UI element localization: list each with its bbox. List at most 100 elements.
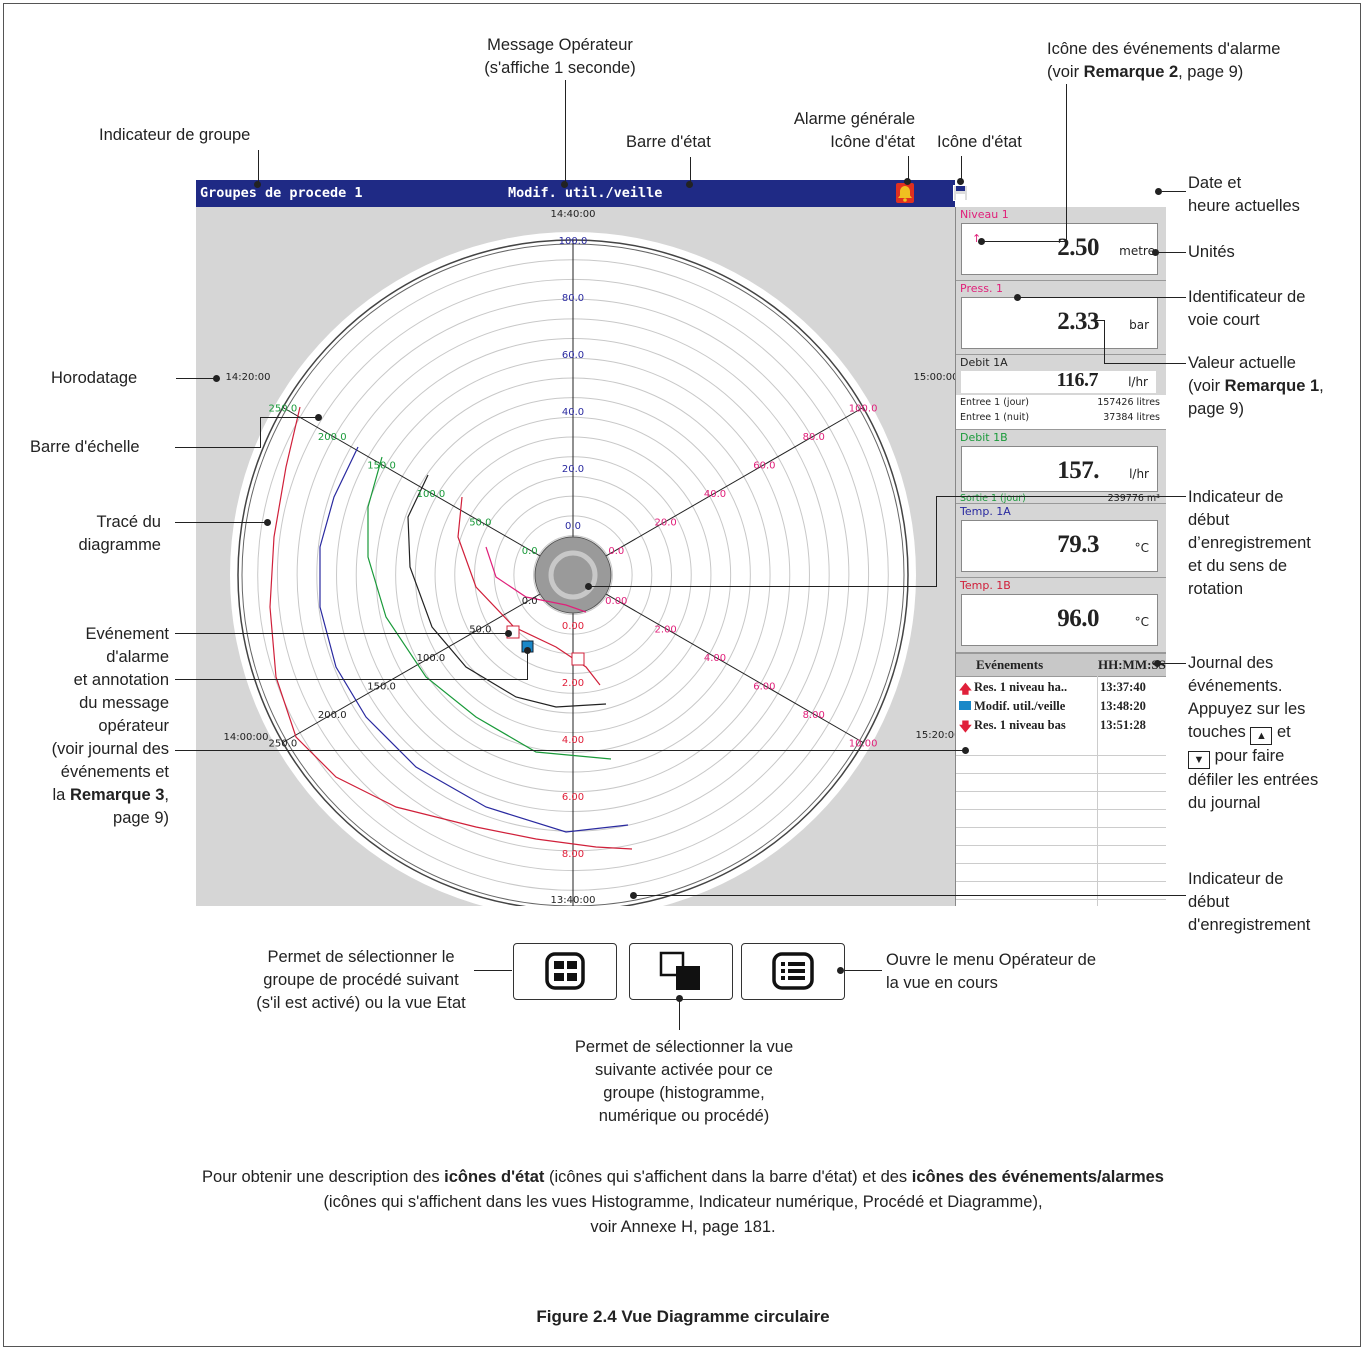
- floppy-disk-icon: [953, 185, 968, 205]
- value-unit: metre: [1119, 244, 1155, 258]
- annotation-start-rotation: Indicateur de début d’enregistrement et du …: [1188, 488, 1311, 598]
- next-group-button[interactable]: [513, 943, 617, 1000]
- event-log-title: Evénements: [976, 657, 1044, 672]
- scale-label: 4.00: [562, 735, 584, 746]
- up-arrow-key-icon: ▲: [1250, 727, 1273, 745]
- channel-temp-1a[interactable]: Temp. 1A 79.3 °C: [956, 504, 1166, 578]
- alarm-event-marker: [571, 652, 585, 666]
- leader-dot: [957, 178, 964, 185]
- message-envelope-icon: [959, 701, 971, 710]
- channel-niveau-1[interactable]: Niveau 1 ↑ 2.50 metre: [956, 207, 1166, 281]
- status-bar: Groupes de procede 1 Modif. util./veille…: [196, 180, 1150, 207]
- group-indicator[interactable]: Groupes de procede 1: [200, 185, 363, 201]
- trace-temp-1b: [269, 406, 633, 850]
- annotation-status-bar: Barre d'état: [626, 133, 711, 151]
- leader-dot: [978, 238, 985, 245]
- scale-label: 10.00: [849, 739, 878, 750]
- alarm-up-icon: ↑: [972, 232, 982, 245]
- event-log-gridline: [956, 809, 1166, 810]
- annotation-scale-bar: Barre d'échelle: [30, 438, 140, 456]
- annotation-short-id: Identificateur de voie court: [1188, 288, 1306, 329]
- annotation-group-indicator: Indicateur de groupe: [99, 126, 251, 144]
- current-value: 96.0: [1057, 605, 1099, 632]
- value-unit: bar: [1129, 318, 1149, 332]
- channel-short-id: Debit 1B: [960, 431, 1008, 444]
- value-box: 116.7 l/hr: [961, 369, 1156, 393]
- value-box: 2.33 bar: [961, 297, 1158, 349]
- event-log-gridline: [956, 881, 1166, 882]
- leader-dot: [264, 519, 271, 526]
- leader-dot: [1155, 188, 1162, 195]
- event-log-gridline: [956, 899, 1166, 900]
- leader-line: [175, 522, 267, 523]
- leader-dot: [962, 747, 969, 754]
- scale-label: 50.0: [469, 625, 491, 636]
- leader-line: [590, 586, 937, 587]
- leader-line: [175, 633, 508, 634]
- channel-press-1[interactable]: Press. 1 2.33 bar: [956, 281, 1166, 355]
- leader-line: [1162, 191, 1186, 192]
- scale-label: 0.0: [565, 521, 581, 532]
- trace-debit-1a: [407, 474, 607, 708]
- leader-line: [844, 970, 882, 971]
- event-log-gridline: [956, 791, 1166, 792]
- event-row[interactable]: 🡇 Res. 1 niveau bas 13:51:28: [956, 717, 1166, 736]
- event-row[interactable]: 🡅 Res. 1 niveau ha.. 13:37:40: [956, 679, 1166, 698]
- channel-panel: Niveau 1 ↑ 2.50 metre Press. 1 2.33 bar …: [955, 207, 1167, 906]
- leader-line: [1160, 663, 1186, 664]
- totalizer-value: 37384 litres: [1103, 412, 1160, 423]
- annotation-next-group: Permet de sélectionner le groupe de procé…: [256, 948, 466, 1012]
- annotation-operator-message: Message Opérateur (s'affiche 1 seconde): [484, 36, 636, 77]
- scale-label: 0.0: [608, 546, 624, 557]
- scale-label: 100.0: [417, 489, 446, 500]
- leader-dot: [1154, 660, 1161, 667]
- leader-line: [1104, 363, 1186, 364]
- scale-label: 8.00: [562, 849, 584, 860]
- scale-label: 60.0: [753, 461, 775, 472]
- totalizer-label: Entree 1 (jour): [960, 397, 1030, 408]
- scale-label: 50.0: [469, 518, 491, 529]
- leader-dot: [837, 967, 844, 974]
- event-log-time-header: HH:MM:SS: [1098, 657, 1166, 672]
- channel-temp-1b[interactable]: Temp. 1B 96.0 °C: [956, 578, 1166, 653]
- next-view-button[interactable]: [629, 943, 733, 1000]
- time-label: 13:40:00: [551, 895, 596, 906]
- value-unit: l/hr: [1129, 467, 1149, 481]
- value-unit: l/hr: [1128, 375, 1148, 389]
- value-unit: °C: [1134, 541, 1149, 555]
- current-time: 14:19:27: [1085, 185, 1151, 201]
- event-log-gridline: [956, 755, 1166, 756]
- leader-dot: [561, 181, 568, 188]
- value-box: 79.3 °C: [961, 520, 1158, 572]
- page-frame: [3, 3, 1361, 1347]
- operator-menu-button[interactable]: [741, 943, 845, 1000]
- channel-short-id: Press. 1: [960, 282, 1003, 295]
- scale-label: 0.00: [562, 621, 584, 632]
- annotation-status-icon: Icône d'état: [937, 133, 1022, 151]
- leader-line: [260, 417, 318, 418]
- alarm-down-icon: 🡇: [959, 720, 972, 734]
- event-log-gridline: [956, 845, 1166, 846]
- channel-debit-1b[interactable]: Debit 1B 157. l/hr Sortie 1 (jour) 23977…: [956, 430, 1166, 504]
- scale-label: 80.0: [803, 432, 825, 443]
- bell-alarm-icon: [896, 183, 914, 203]
- circular-chart: 0.0 20.0 40.0 60.0 80.0 100.0 0.0 20.0 40.0 60.0 8…: [224, 209, 955, 906]
- scale-label: 0.00: [605, 596, 627, 607]
- scale-label: 2.00: [562, 678, 584, 689]
- channel-debit-1a[interactable]: Debit 1A 116.7 l/hr Entree 1 (jour) 1574…: [956, 355, 1166, 430]
- leader-line: [175, 679, 527, 680]
- leader-dot: [630, 892, 637, 899]
- channel-short-id: Niveau 1: [960, 208, 1009, 221]
- trace-debit-1b: [367, 456, 612, 760]
- alarm-up-icon: 🡅: [959, 682, 972, 696]
- annotation-chart-trace: Tracé du diagramme: [78, 513, 161, 554]
- totalizer-value: 239776 m³: [1107, 493, 1160, 504]
- scale-label: 40.0: [704, 489, 726, 500]
- leader-line: [474, 970, 512, 971]
- current-value: 116.7: [1056, 369, 1099, 391]
- event-row[interactable]: Modif. util./veille 13:48:20: [956, 698, 1166, 717]
- scale-label: 0.0: [522, 596, 538, 607]
- leader-line: [690, 157, 691, 185]
- leader-line: [1104, 320, 1105, 363]
- scale-label: 100.0: [849, 404, 878, 415]
